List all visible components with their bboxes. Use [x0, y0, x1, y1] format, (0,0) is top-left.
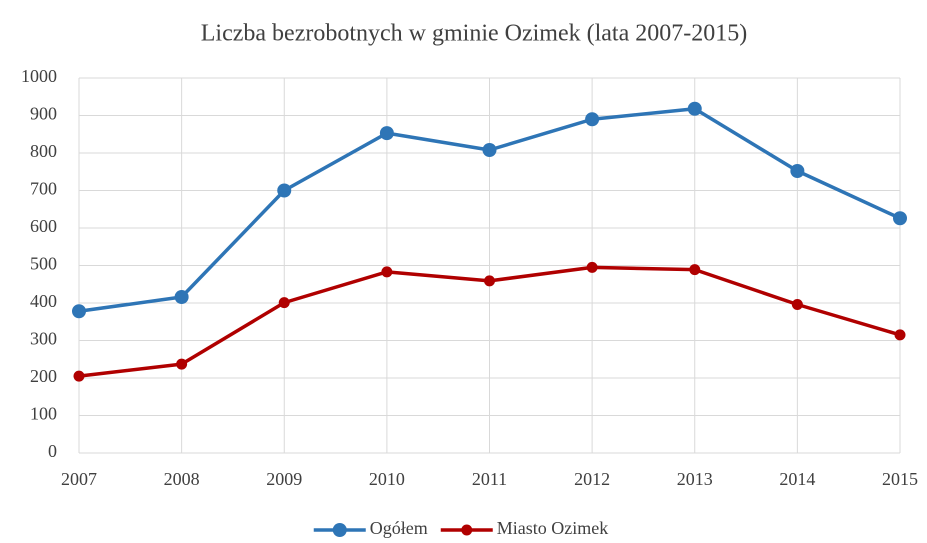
x-tick-label: 2007 [61, 469, 97, 489]
data-point [687, 101, 702, 116]
y-tick-label: 700 [30, 179, 57, 199]
data-point [894, 329, 906, 341]
y-tick-label: 600 [30, 216, 57, 236]
chart-title: Liczba bezrobotnych w gminie Ozimek (lat… [201, 21, 747, 47]
y-tick-label: 200 [30, 366, 57, 386]
data-point [174, 290, 189, 304]
y-tick-label: 1000 [21, 66, 57, 86]
data-point [73, 370, 85, 382]
data-point [72, 304, 86, 319]
data-point [176, 358, 188, 370]
x-tick-label: 2013 [677, 469, 713, 489]
x-tick-label: 2012 [574, 469, 610, 489]
x-tick-label: 2015 [882, 469, 918, 489]
data-point [381, 266, 393, 278]
data-point [277, 183, 292, 198]
x-tick-label: 2011 [472, 469, 507, 489]
y-tick-label: 0 [48, 441, 57, 461]
x-tick-label: 2010 [369, 469, 405, 489]
data-point [791, 299, 803, 310]
legend-marker [332, 523, 347, 537]
y-tick-label: 300 [30, 329, 57, 349]
y-tick-label: 800 [30, 141, 57, 161]
legend-label: Ogółem [370, 518, 428, 538]
data-point [790, 164, 805, 178]
data-point [484, 275, 495, 287]
legend-marker [461, 524, 473, 536]
y-tick-label: 100 [30, 404, 57, 424]
data-point [482, 143, 497, 157]
legend-label: Miasto Ozimek [497, 518, 608, 538]
y-tick-label: 400 [30, 291, 57, 311]
data-point [586, 261, 598, 273]
x-tick-label: 2014 [779, 469, 815, 489]
x-tick-label: 2009 [266, 469, 302, 489]
y-tick-label: 900 [30, 104, 57, 124]
y-tick-label: 500 [30, 254, 57, 274]
data-point [379, 126, 394, 141]
data-point [893, 211, 907, 226]
data-point [689, 264, 701, 276]
data-point [278, 297, 290, 309]
data-point [585, 112, 600, 127]
x-tick-label: 2008 [164, 469, 200, 489]
